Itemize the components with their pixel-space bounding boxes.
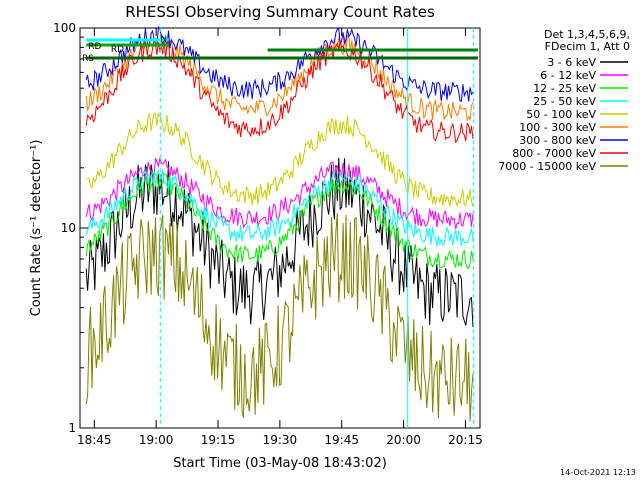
y-axis-label: Count Rate (s⁻¹ detector⁻¹): [29, 140, 44, 317]
flag-label: N: [160, 35, 167, 45]
x-tick-label: 18:45: [77, 433, 112, 447]
legend-entry-label: 50 - 100 keV: [526, 108, 596, 121]
y-tick-label: 100: [53, 21, 76, 35]
flag-label: RS: [82, 54, 94, 64]
flag-layer: N RD RD RS: [82, 28, 478, 428]
x-axis-label: Start Time (03-May-08 18:43:02): [173, 456, 387, 471]
legend: Det 1,3,4,5,6,9,FDecim 1, Att 0 3 - 6 keV…: [498, 28, 630, 173]
legend-entry-label: 3 - 6 keV: [547, 56, 596, 69]
legend-entry-label: 100 - 300 keV: [519, 121, 596, 134]
legend-header: Det 1,3,4,5,6,9,: [544, 28, 630, 41]
y-tick-label: 1: [68, 421, 76, 435]
legend-entry-label: 7000 - 15000 keV: [498, 160, 596, 173]
footer-date: 14-Oct-2021 12:13: [560, 468, 636, 477]
axis-layer: 18:45 19:00 19:15 19:30 19:45 20:00 20:15 1 10 10…: [53, 21, 483, 447]
series-line: [86, 112, 474, 207]
legend-entry-label: 800 - 7000 keV: [512, 147, 596, 160]
x-tick-label: 20:00: [386, 433, 421, 447]
legend-header: FDecim 1, Att 0: [545, 40, 630, 53]
series-line: [85, 213, 474, 422]
x-tick-label: 19:30: [263, 433, 298, 447]
x-tick-label: 19:15: [201, 433, 236, 447]
legend-entry-label: 12 - 25 keV: [533, 82, 596, 95]
series-line: [85, 156, 474, 230]
flag-label: RD: [88, 42, 101, 52]
series-line: [85, 25, 474, 102]
x-tick-label: 20:15: [448, 433, 483, 447]
legend-entry-label: 6 - 12 keV: [540, 69, 596, 82]
flag-label: RD: [111, 45, 124, 55]
legend-entry-label: 25 - 50 keV: [533, 95, 596, 108]
y-tick-label: 10: [61, 221, 76, 235]
series-line: [85, 171, 474, 270]
series-line: [85, 169, 474, 247]
x-tick-label: 19:00: [139, 433, 174, 447]
series-layer: [85, 25, 474, 422]
chart-title: RHESSI Observing Summary Count Rates: [125, 3, 435, 21]
series-line: [85, 39, 474, 144]
legend-entry-label: 300 - 800 keV: [519, 134, 596, 147]
x-tick-label: 19:45: [324, 433, 359, 447]
